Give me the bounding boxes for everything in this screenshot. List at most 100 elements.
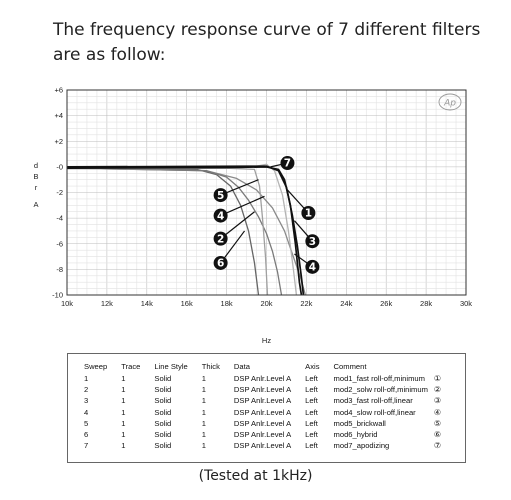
table-cell: 1 [121,430,126,440]
table-cell: 1 [121,385,126,395]
marker-badge [305,259,320,274]
table-row: 3 1 Solid 1 DSP Anlr.Level A Left mod3_fast ro… [74,395,446,406]
y-tick-label: +2 [54,137,63,146]
table-cell: mod6_hybrid [333,430,378,440]
logo-text: Ap [443,99,456,109]
table-cell: DSP Anlr.Level A [233,385,292,395]
marker-label: 4 [217,210,224,222]
row-symbol: ⑥ [433,430,442,440]
series-line-2 [66,167,283,296]
marker-badge [213,255,228,270]
marker-label: 7 [284,158,291,170]
table-cell: 4 [84,407,89,417]
table-cell: Solid [154,396,172,406]
marker-badge [280,156,295,171]
x-tick-label: 28k [420,299,432,308]
marker-leader-line [220,195,265,217]
table-cell: mod4_slow roll-off,linear [333,407,416,417]
table-cell: 6 [84,430,89,440]
table-cell: 1 [84,374,89,384]
table-cell: 5 [84,418,89,428]
marker-badge [305,234,320,249]
y-tick-label: -10 [52,291,63,300]
table-cell: 7 [84,441,89,451]
table-row: 4 1 Solid 1 DSP Anlr.Level A Left mod4_slow ro… [74,407,446,418]
table-cell: Left [305,418,318,428]
table-cell: 3 [84,396,89,406]
table-cell: Solid [154,374,172,384]
logo-outline [438,93,462,111]
y-tick-label: -4 [56,214,63,223]
row-symbol: ② [433,385,442,395]
column-header: Data [233,361,250,371]
y-tick-label: -0 [56,162,63,171]
x-tick-label: 22k [300,299,312,308]
table-cell: Solid [154,407,172,417]
y-tick-label: -2 [56,188,63,197]
marker-label: 2 [217,233,224,245]
y-tick-label: -8 [56,265,63,274]
table-cell: Left [305,385,318,395]
chart-curves [66,163,307,296]
footer-note: (Tested at 1kHz) [198,468,313,484]
marker-badge [213,208,228,223]
row-symbol: ③ [433,396,442,406]
marker-label: 1 [305,208,312,220]
marker-leader-line [220,211,255,240]
column-header: Trace [121,361,141,371]
table-cell: Left [305,396,318,406]
series-line-1 [66,166,303,296]
table-cell: 2 [84,385,89,395]
table-cell: DSP Anlr.Level A [233,418,292,428]
table-cell: Solid [154,418,172,428]
x-tick-label: 16k [181,299,193,308]
x-tick-label: 18k [221,299,233,308]
table-cell: 1 [121,396,126,406]
x-tick-label: 24k [340,299,352,308]
table-cell: Solid [154,430,172,440]
table-row: 6 1 Solid 1 DSP Anlr.Level A Left mod6_hybrid ⑥ [74,429,446,440]
table-cell: Left [305,374,318,384]
x-axis-label: Hz [262,336,271,345]
table-cell: mod2_solw roll-off,minimum [333,385,428,395]
marker-label: 4 [309,262,316,274]
intro-text: The frequency response curve of 7 differ… [53,20,481,65]
table-row: 1 1 Solid 1 DSP Anlr.Level A Left mod1_fast ro… [74,373,446,384]
column-header: Line Style [154,361,188,371]
table-cell: Left [305,407,318,417]
table-cell: DSP Anlr.Level A [233,396,292,406]
row-symbol: ① [433,374,442,384]
table-row: 7 1 Solid 1 DSP Anlr.Level A Left mod7_apodizi… [74,440,446,451]
x-tick-label: 20k [260,299,272,308]
table-cell: 1 [201,430,206,440]
column-header: Thick [201,361,220,371]
table-cell: 1 [201,396,206,406]
table-cell: mod7_apodizing [333,441,390,451]
column-header: Sweep [84,361,108,371]
table-row: 2 1 Solid 1 DSP Anlr.Level A Left mod2_solw ro… [74,384,446,395]
marker-label: 6 [217,258,224,270]
x-tick-label: 12k [101,299,113,308]
table-cell: 1 [201,418,206,428]
sweep-legend-table: Sweep Trace Line Style Thick Data Axis Comment… [67,353,466,463]
table-cell: 1 [201,385,206,395]
table-row: 5 1 Solid 1 DSP Anlr.Level A Left mod5_brickwa… [74,418,446,429]
table-cell: DSP Anlr.Level A [233,407,292,417]
table-cell: 1 [121,441,126,451]
chart-markers: 7 5 1 4 2 3 6 4 [213,156,320,274]
table-cell: Solid [154,385,172,395]
table-cell: Left [305,430,318,440]
chart-ticks: 10k 12k 14k 16k 18k 20k 22k 24k 26k 28k 30k +6 +4 +2 -… [52,86,472,309]
x-tick-label: 14k [141,299,153,308]
marker-badge [301,206,316,220]
table-cell: 1 [121,407,126,417]
table-cell: 1 [121,418,126,428]
column-header: Comment [333,361,367,371]
x-tick-label: 30k [460,299,472,308]
row-symbol: ④ [433,407,442,417]
chart-grid [66,89,467,296]
table-cell: DSP Anlr.Level A [233,441,292,451]
table-cell: 1 [201,374,206,384]
table-cell: mod5_brickwall [333,418,386,428]
